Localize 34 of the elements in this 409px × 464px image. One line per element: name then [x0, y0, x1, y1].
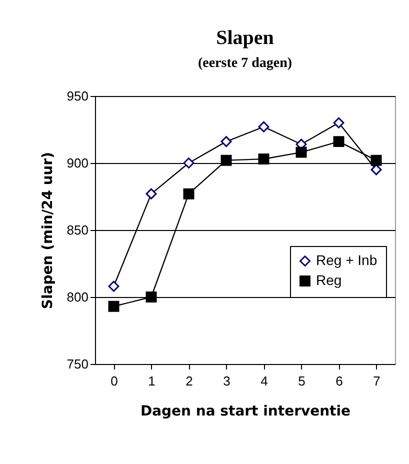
x-axis-title: Dagen na start interventie: [140, 404, 351, 420]
point: [146, 188, 157, 200]
point: [183, 188, 194, 200]
x-tick-label: 1: [148, 374, 156, 388]
point: [333, 136, 344, 148]
point: [108, 280, 120, 292]
x-tick-label: 0: [110, 374, 118, 388]
legend-label: Reg: [316, 272, 342, 288]
point: [258, 153, 270, 164]
point: [108, 300, 120, 312]
x-tick-label: 7: [373, 374, 380, 388]
y-tick-label: 800: [66, 290, 88, 304]
y-tick-label: 950: [66, 88, 88, 104]
point: [370, 164, 382, 176]
y-tick-label: 750: [66, 356, 88, 372]
x-tick-label: 3: [223, 374, 230, 388]
x-tick-label: 5: [298, 374, 306, 388]
x-tick-label: 4: [260, 374, 268, 388]
point: [220, 136, 232, 148]
point: [333, 117, 344, 128]
point: [183, 158, 194, 168]
x-tick-label: 6: [336, 374, 343, 388]
y-tick-label: 900: [66, 156, 88, 170]
point: [220, 154, 232, 166]
legend-label: Reg + Inb: [316, 252, 378, 268]
chart-title: Slapen: [216, 27, 274, 49]
x-tick-label: 2: [186, 374, 193, 388]
chart-subtitle: (eerste 7 dagen): [198, 56, 292, 71]
y-tick-label: 850: [66, 222, 88, 238]
point: [370, 154, 382, 166]
point: [258, 121, 270, 132]
point: [296, 146, 307, 158]
y-axis-title: Slapen (min/24 uur): [40, 152, 56, 310]
point: [146, 292, 157, 302]
